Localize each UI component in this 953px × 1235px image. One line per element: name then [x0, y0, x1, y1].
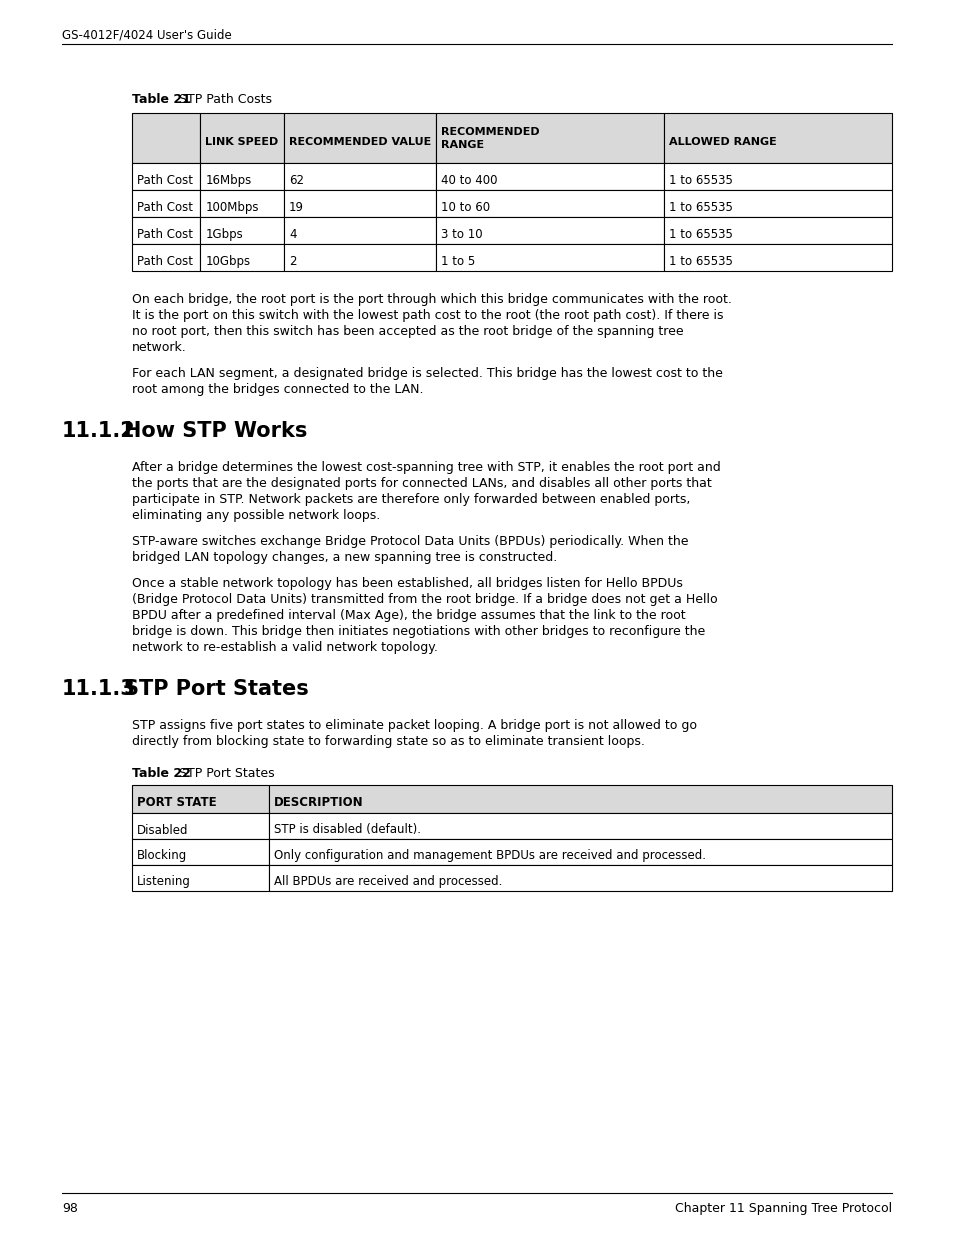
- Text: STP is disabled (default).: STP is disabled (default).: [274, 824, 420, 836]
- Text: All BPDUs are received and processed.: All BPDUs are received and processed.: [274, 876, 501, 888]
- Text: network to re-establish a valid network topology.: network to re-establish a valid network …: [132, 641, 437, 655]
- Text: 10Gbps: 10Gbps: [205, 254, 251, 268]
- Text: Listening: Listening: [137, 876, 191, 888]
- Bar: [436, 245, 663, 270]
- Text: 16Mbps: 16Mbps: [205, 174, 252, 186]
- Text: Path Cost: Path Cost: [137, 201, 193, 214]
- Text: For each LAN segment, a designated bridge is selected. This bridge has the lowes: For each LAN segment, a designated bridg…: [132, 367, 722, 380]
- Bar: [436, 217, 663, 245]
- Text: BPDU after a predefined interval (Max Age), the bridge assumes that the link to : BPDU after a predefined interval (Max Ag…: [132, 609, 685, 622]
- Bar: [663, 190, 891, 217]
- Text: 10 to 60: 10 to 60: [440, 201, 490, 214]
- Text: STP Port States: STP Port States: [124, 679, 309, 699]
- Text: Path Cost: Path Cost: [137, 254, 193, 268]
- Bar: [200, 245, 284, 270]
- Text: LINK SPEED: LINK SPEED: [205, 137, 278, 147]
- Text: STP Path Costs: STP Path Costs: [179, 93, 272, 106]
- Text: How STP Works: How STP Works: [124, 421, 307, 441]
- Text: STP Port States: STP Port States: [179, 767, 274, 781]
- Bar: [284, 190, 436, 217]
- Text: STP assigns five port states to eliminate packet looping. A bridge port is not a: STP assigns five port states to eliminat…: [132, 719, 697, 732]
- Text: 1 to 5: 1 to 5: [440, 254, 475, 268]
- Text: 11.1.2: 11.1.2: [62, 421, 135, 441]
- Bar: [284, 245, 436, 270]
- Text: 1Gbps: 1Gbps: [205, 228, 243, 241]
- Bar: [132, 245, 200, 270]
- Bar: [200, 190, 284, 217]
- Text: participate in STP. Network packets are therefore only forwarded between enabled: participate in STP. Network packets are …: [132, 493, 690, 506]
- Text: Path Cost: Path Cost: [137, 174, 193, 186]
- Text: 1 to 65535: 1 to 65535: [668, 228, 732, 241]
- Bar: [436, 163, 663, 190]
- Bar: [132, 864, 269, 890]
- Bar: [269, 864, 891, 890]
- Bar: [132, 785, 269, 813]
- Text: RECOMMENDED: RECOMMENDED: [440, 127, 539, 137]
- Bar: [436, 112, 663, 163]
- Bar: [269, 785, 891, 813]
- Bar: [663, 245, 891, 270]
- Text: DESCRIPTION: DESCRIPTION: [274, 797, 363, 809]
- Text: 4: 4: [289, 228, 296, 241]
- Text: It is the port on this switch with the lowest path cost to the root (the root pa: It is the port on this switch with the l…: [132, 309, 722, 322]
- Text: ALLOWED RANGE: ALLOWED RANGE: [668, 137, 776, 147]
- Bar: [663, 163, 891, 190]
- Bar: [200, 163, 284, 190]
- Text: Only configuration and management BPDUs are received and processed.: Only configuration and management BPDUs …: [274, 850, 705, 862]
- Bar: [132, 163, 200, 190]
- Text: 19: 19: [289, 201, 304, 214]
- Text: After a bridge determines the lowest cost-spanning tree with STP, it enables the: After a bridge determines the lowest cos…: [132, 461, 720, 474]
- Text: Chapter 11 Spanning Tree Protocol: Chapter 11 Spanning Tree Protocol: [674, 1202, 891, 1215]
- Text: RANGE: RANGE: [440, 140, 483, 149]
- Text: Path Cost: Path Cost: [137, 228, 193, 241]
- Text: Once a stable network topology has been established, all bridges listen for Hell: Once a stable network topology has been …: [132, 577, 682, 590]
- Bar: [200, 112, 284, 163]
- Bar: [284, 112, 436, 163]
- Bar: [132, 190, 200, 217]
- Text: Disabled: Disabled: [137, 824, 189, 836]
- Bar: [132, 839, 269, 864]
- Text: PORT STATE: PORT STATE: [137, 797, 216, 809]
- Text: bridged LAN topology changes, a new spanning tree is constructed.: bridged LAN topology changes, a new span…: [132, 551, 557, 564]
- Text: Table 21: Table 21: [132, 93, 191, 106]
- Text: 40 to 400: 40 to 400: [440, 174, 497, 186]
- Text: root among the bridges connected to the LAN.: root among the bridges connected to the …: [132, 383, 423, 396]
- Bar: [200, 217, 284, 245]
- Text: GS-4012F/4024 User's Guide: GS-4012F/4024 User's Guide: [62, 28, 232, 41]
- Text: (Bridge Protocol Data Units) transmitted from the root bridge. If a bridge does : (Bridge Protocol Data Units) transmitted…: [132, 593, 717, 606]
- Text: 3 to 10: 3 to 10: [440, 228, 482, 241]
- Bar: [663, 217, 891, 245]
- Text: directly from blocking state to forwarding state so as to eliminate transient lo: directly from blocking state to forwardi…: [132, 735, 644, 748]
- Text: the ports that are the designated ports for connected LANs, and disables all oth: the ports that are the designated ports …: [132, 477, 711, 490]
- Text: 11.1.3: 11.1.3: [62, 679, 135, 699]
- Bar: [269, 813, 891, 839]
- Bar: [269, 839, 891, 864]
- Text: Blocking: Blocking: [137, 850, 187, 862]
- Text: 62: 62: [289, 174, 304, 186]
- Bar: [132, 112, 200, 163]
- Bar: [284, 217, 436, 245]
- Text: On each bridge, the root port is the port through which this bridge communicates: On each bridge, the root port is the por…: [132, 293, 731, 306]
- Text: RECOMMENDED VALUE: RECOMMENDED VALUE: [289, 137, 431, 147]
- Text: 98: 98: [62, 1202, 78, 1215]
- Text: 1 to 65535: 1 to 65535: [668, 201, 732, 214]
- Text: Table 22: Table 22: [132, 767, 191, 781]
- Text: 1 to 65535: 1 to 65535: [668, 174, 732, 186]
- Text: network.: network.: [132, 341, 187, 354]
- Text: 2: 2: [289, 254, 296, 268]
- Text: eliminating any possible network loops.: eliminating any possible network loops.: [132, 509, 380, 522]
- Bar: [132, 217, 200, 245]
- Text: no root port, then this switch has been accepted as the root bridge of the spann: no root port, then this switch has been …: [132, 325, 683, 338]
- Text: 1 to 65535: 1 to 65535: [668, 254, 732, 268]
- Bar: [663, 112, 891, 163]
- Bar: [132, 813, 269, 839]
- Bar: [284, 163, 436, 190]
- Bar: [436, 190, 663, 217]
- Text: STP-aware switches exchange Bridge Protocol Data Units (BPDUs) periodically. Whe: STP-aware switches exchange Bridge Proto…: [132, 535, 688, 548]
- Text: bridge is down. This bridge then initiates negotiations with other bridges to re: bridge is down. This bridge then initiat…: [132, 625, 704, 638]
- Text: 100Mbps: 100Mbps: [205, 201, 258, 214]
